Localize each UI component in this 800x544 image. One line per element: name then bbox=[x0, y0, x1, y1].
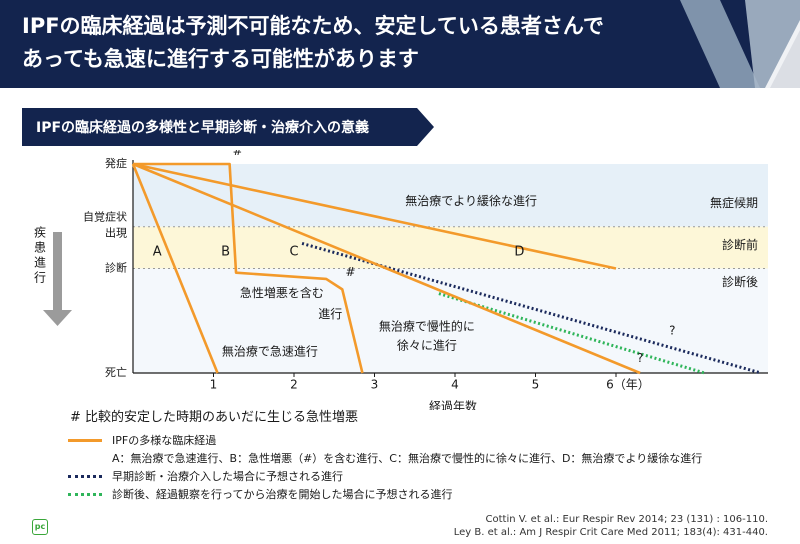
x-tick-label-3: 4 bbox=[451, 378, 459, 392]
annotation-6: 無治療で慢性的に bbox=[379, 319, 475, 334]
progress-arrow-head bbox=[43, 310, 72, 326]
section-title: IPFの臨床経過の多様性と早期診断・治療介入の意義 bbox=[36, 120, 370, 136]
legend-item-orange-detail: A：無治療で急速進行、B：急性増悪（#）を含む進行、C：無治療で慢性的に徐々に進… bbox=[68, 450, 768, 465]
annotation-0: 無治療でより緩徐な進行 bbox=[405, 193, 537, 208]
acute-exacerbation-note: # 比較的安定した時期のあいだに生じる急性増悪 bbox=[70, 410, 359, 425]
x-axis-title: 経過年数 bbox=[429, 399, 477, 411]
course-label-a: A bbox=[153, 244, 162, 259]
series-line-a bbox=[131, 163, 219, 374]
y-label-death: 死亡 bbox=[105, 365, 127, 379]
annotation-2: # bbox=[345, 265, 355, 279]
y-label-onset: 発症 bbox=[105, 156, 127, 170]
y-label-diagnosis: 診断 bbox=[105, 261, 127, 275]
section-header: IPFの臨床経過の多様性と早期診断・治療介入の意義 bbox=[22, 108, 434, 146]
band-asymptomatic bbox=[133, 164, 768, 227]
y-axis-label-char-3: 行 bbox=[34, 271, 46, 285]
publisher-logo: pc bbox=[32, 519, 48, 535]
page-title-line2: あっても急速に進行する可能性があります bbox=[22, 47, 419, 71]
page-title-line1: IPFの臨床経過は予測不可能なため、安定している患者さんで bbox=[22, 14, 604, 38]
x-tick-label-5: 6（年） bbox=[606, 378, 650, 392]
annotation-8: ? bbox=[669, 324, 675, 338]
legend-item-navy: 早期診断・治療介入した場合に予想される進行 bbox=[68, 468, 768, 483]
annotation-3: 急性増悪を含む bbox=[240, 285, 324, 300]
course-label-b: B bbox=[221, 244, 230, 259]
header-decoration bbox=[680, 0, 800, 88]
band-label-1: 診断前 bbox=[722, 237, 758, 252]
legend-detail-orange: A：無治療で急速進行、B：急性増悪（#）を含む進行、C：無治療で慢性的に徐々に進… bbox=[112, 452, 703, 465]
legend-label-orange: IPFの多様な臨床経過 bbox=[112, 434, 217, 447]
annotation-9: ? bbox=[637, 351, 643, 365]
legend-swatch-navy bbox=[68, 475, 102, 478]
course-label-d: D bbox=[514, 244, 524, 259]
legend-label-green: 診断後、経過観察を行ってから治療を開始した場合に予想される進行 bbox=[112, 488, 453, 501]
y-axis-label-char-2: 進 bbox=[34, 256, 46, 270]
x-tick-label-1: 2 bbox=[290, 378, 298, 392]
annotation-4: 進行 bbox=[318, 307, 342, 321]
series-line-c bbox=[132, 162, 641, 375]
legend-item-green: 診断後、経過観察を行ってから治療を開始した場合に予想される進行 bbox=[68, 486, 768, 501]
references: Cottin V. et al.: Eur Respir Rev 2014; 2… bbox=[454, 513, 768, 539]
course-label-c: C bbox=[289, 244, 298, 259]
reference-1: Cottin V. et al.: Eur Respir Rev 2014; 2… bbox=[485, 514, 768, 525]
band-label-2: 診断後 bbox=[722, 274, 758, 289]
legend-swatch-green bbox=[68, 493, 102, 496]
annotation-5: 無治療で急速進行 bbox=[222, 344, 318, 359]
series-line-d bbox=[132, 162, 617, 270]
y-label-symptom-1: 自覚症状 bbox=[83, 210, 127, 224]
annotation-1: # bbox=[233, 150, 243, 158]
progress-arrow-shaft bbox=[53, 232, 62, 312]
series-line-early bbox=[301, 241, 762, 375]
legend-label-navy: 早期診断・治療介入した場合に予想される進行 bbox=[112, 470, 343, 483]
x-tick-label-0: 1 bbox=[210, 378, 218, 392]
x-tick-label-4: 5 bbox=[532, 378, 540, 392]
y-label-symptom-2: 出現 bbox=[105, 226, 127, 240]
series-line-b bbox=[133, 162, 364, 374]
band-label-0: 無症候期 bbox=[710, 195, 758, 210]
header-banner: IPFの臨床経過は予測不可能なため、安定している患者さんで あっても急速に進行す… bbox=[0, 0, 800, 88]
annotation-7: 徐々に進行 bbox=[397, 337, 457, 352]
series-line-after-observation bbox=[438, 292, 705, 375]
x-tick-label-2: 3 bbox=[371, 378, 379, 392]
y-axis-label-char-0: 疾 bbox=[34, 225, 46, 240]
legend-swatch-orange bbox=[68, 439, 102, 442]
page-title: IPFの臨床経過は予測不可能なため、安定している患者さんで あっても急速に進行す… bbox=[22, 10, 662, 76]
reference-2: Ley B. et al.: Am J Respir Crit Care Med… bbox=[453, 527, 768, 538]
y-axis-label-char-1: 患 bbox=[34, 241, 46, 255]
legend-item-orange: IPFの多様な臨床経過 bbox=[68, 432, 768, 447]
